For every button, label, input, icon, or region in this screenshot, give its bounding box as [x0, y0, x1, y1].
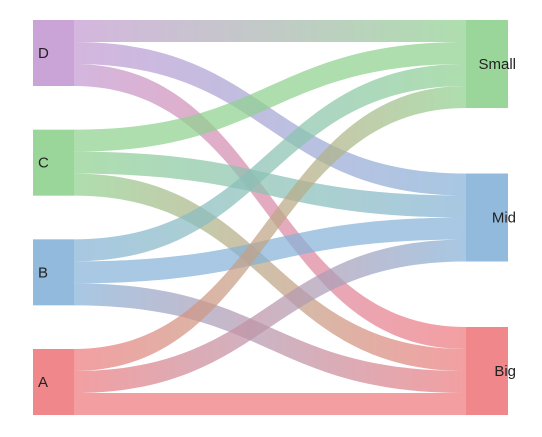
link-c-to-big — [74, 173, 466, 371]
link-a-to-big — [74, 393, 466, 415]
node-label-c: C — [38, 155, 49, 172]
links-layer — [74, 20, 466, 415]
node-label-b: B — [38, 264, 48, 281]
node-b — [33, 239, 74, 306]
node-label-big: Big — [494, 363, 516, 380]
labels-layer: D C B A Small Mid Big — [38, 45, 516, 391]
link-d-to-small — [74, 20, 466, 42]
link-b-to-small — [74, 64, 466, 262]
link-c-to-mid — [74, 151, 466, 218]
node-mid — [466, 173, 508, 262]
link-d-to-big — [74, 64, 466, 349]
node-small — [466, 20, 508, 108]
link-b-to-big — [74, 283, 466, 393]
node-label-mid: Mid — [492, 209, 516, 226]
nodes-layer — [33, 20, 508, 415]
node-big — [466, 327, 508, 415]
link-a-to-small — [74, 86, 466, 371]
link-b-to-mid — [74, 217, 466, 284]
node-d — [33, 20, 74, 86]
node-c — [33, 129, 74, 196]
node-label-a: A — [38, 374, 48, 391]
link-d-to-mid — [74, 42, 466, 196]
link-c-to-small — [74, 42, 466, 152]
node-a — [33, 349, 74, 415]
link-a-to-mid — [74, 239, 466, 393]
node-label-d: D — [38, 45, 49, 62]
node-label-small: Small — [478, 56, 516, 73]
